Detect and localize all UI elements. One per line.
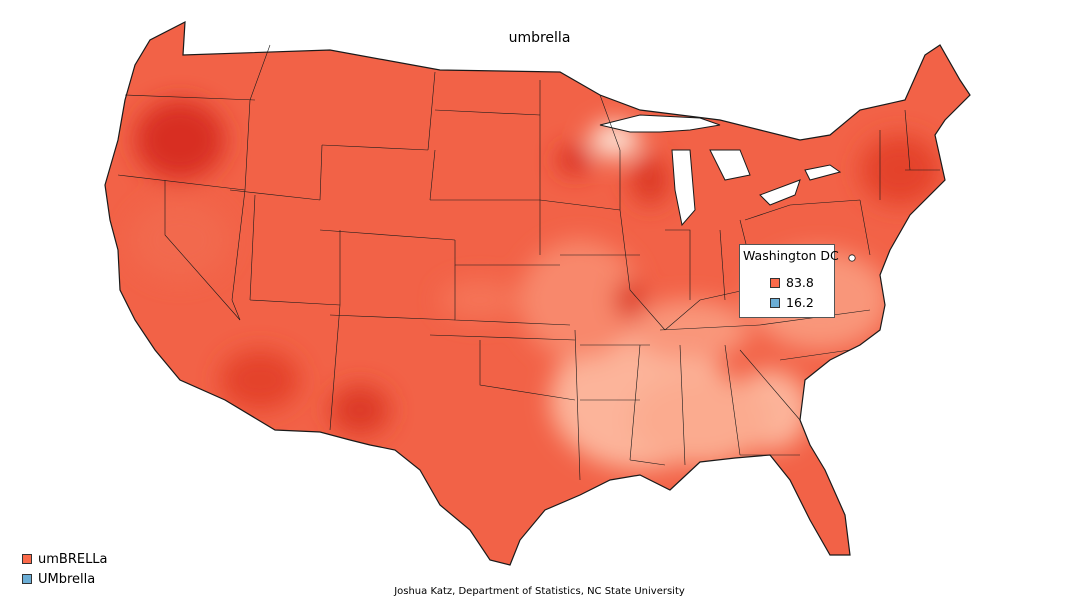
tooltip-value: 83.8 [786, 275, 814, 290]
legend-label: umBRELLa [38, 552, 108, 567]
tooltip-row-umbrella: 83.8 [770, 276, 814, 290]
tooltip-location: Washington DC [743, 248, 839, 263]
legend-label: UMbrella [38, 572, 96, 587]
great-lakes [599, 114, 842, 227]
legend: umBRELLa UMbrella [22, 550, 108, 590]
credit-text: Joshua Katz, Department of Statistics, N… [394, 586, 685, 597]
legend-item[interactable]: umBRELLa [22, 550, 108, 570]
tooltip-value: 16.2 [786, 295, 814, 310]
washington-dc-marker[interactable] [848, 254, 856, 262]
swatch-icon [22, 573, 32, 584]
swatch-icon [770, 277, 780, 288]
legend-item[interactable]: UMbrella [22, 570, 108, 590]
location-tooltip: Washington DC 83.8 16.2 [739, 244, 839, 318]
tooltip-row-umbrella-alt: 16.2 [770, 296, 814, 310]
map-title: umbrella [508, 30, 571, 46]
swatch-icon [22, 553, 32, 564]
swatch-icon [770, 297, 780, 308]
